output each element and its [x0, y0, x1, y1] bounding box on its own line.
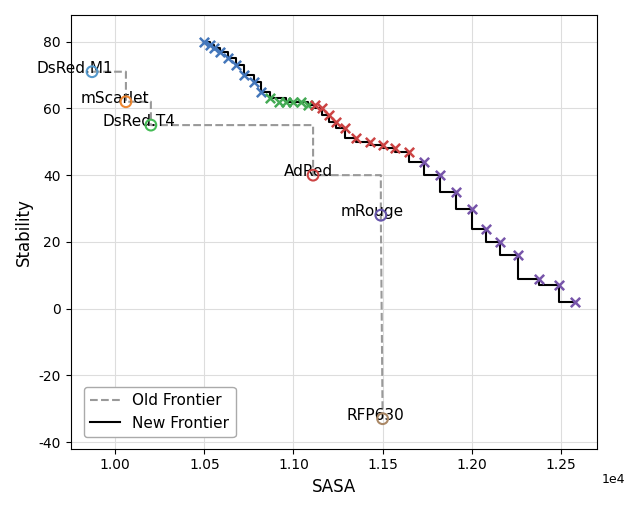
Point [570, 298, 580, 306]
Point [199, 38, 209, 46]
Point [121, 98, 131, 106]
Point [317, 104, 327, 112]
Point [378, 141, 388, 149]
Text: RFP630: RFP630 [346, 408, 404, 423]
Point [340, 124, 350, 132]
Point [205, 41, 215, 49]
Point [513, 251, 524, 259]
Text: DsRed.T4: DsRed.T4 [103, 114, 176, 129]
Text: AdRed: AdRed [284, 165, 333, 179]
Point [289, 98, 299, 106]
Point [281, 98, 291, 106]
Point [223, 54, 233, 62]
Point [365, 137, 375, 146]
Point [265, 95, 275, 103]
Point [215, 48, 225, 56]
Point [239, 71, 249, 79]
Point [376, 211, 386, 219]
Text: 1e4: 1e4 [602, 473, 625, 485]
Point [435, 171, 445, 179]
Point [324, 111, 334, 119]
Y-axis label: Stability: Stability [15, 198, 33, 266]
Point [87, 67, 97, 76]
X-axis label: SASA: SASA [312, 478, 356, 496]
Point [378, 414, 388, 423]
Point [274, 98, 284, 106]
Point [209, 44, 220, 53]
Point [534, 274, 545, 283]
Point [495, 238, 506, 246]
Point [451, 188, 461, 196]
Point [331, 118, 341, 126]
Point [419, 158, 429, 166]
Text: mRouge: mRouge [341, 204, 404, 219]
Point [146, 121, 156, 129]
Point [351, 134, 361, 143]
Text: DsRed.M1: DsRed.M1 [37, 61, 113, 76]
Point [256, 88, 266, 96]
Text: mScarlet: mScarlet [81, 91, 149, 106]
Point [249, 78, 259, 86]
Point [231, 61, 241, 69]
Point [481, 224, 491, 233]
Point [467, 204, 477, 213]
Point [296, 98, 306, 106]
Point [390, 145, 400, 153]
Legend: Old Frontier, New Frontier: Old Frontier, New Frontier [84, 387, 236, 437]
Point [308, 171, 318, 179]
Point [303, 101, 313, 109]
Point [554, 281, 564, 289]
Point [404, 148, 415, 156]
Point [310, 101, 320, 109]
